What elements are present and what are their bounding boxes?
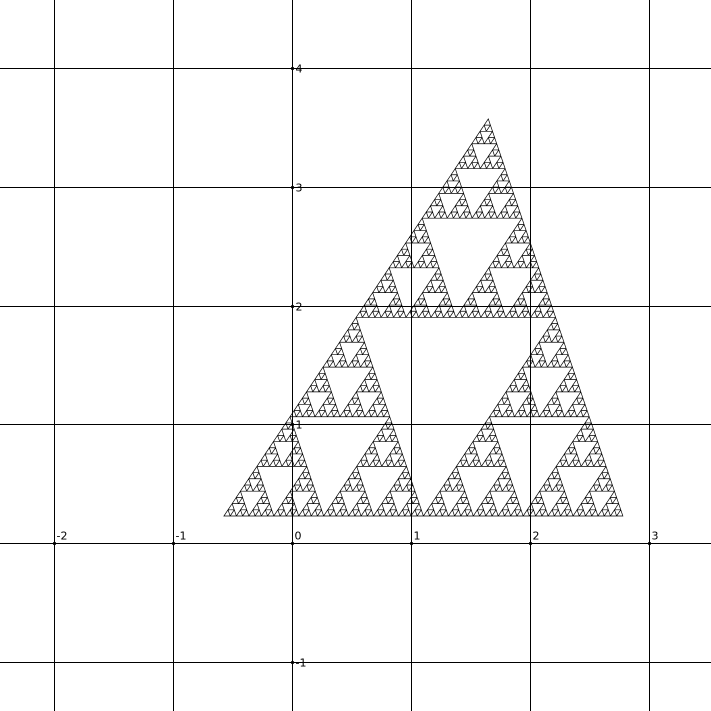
x-tick-label: 0 [295,530,302,543]
x-tick-label: 3 [652,530,659,543]
y-tick-label: 2 [296,301,303,314]
x-tick-mark [647,541,652,546]
x-tick-label: -1 [176,530,187,543]
x-tick-mark [528,541,533,546]
y-tick-mark [290,660,295,665]
y-tick-label: 1 [296,419,303,432]
y-tick-label: 3 [296,182,303,195]
x-tick-label: 2 [533,530,540,543]
y-tick-mark [290,304,295,309]
x-tick-label: -2 [57,530,68,543]
fractal-triangles [223,118,624,517]
sierpinski-triangle [223,118,624,517]
x-tick-mark [409,541,414,546]
y-tick-mark [290,185,295,190]
x-tick-label: 1 [414,530,421,543]
x-tick-mark [52,541,57,546]
axis-ticks: -2 -1 0 1 2 3 4 3 2 1 -1 [52,63,659,670]
x-tick-mark [171,541,176,546]
y-tick-mark [290,66,295,71]
y-tick-mark [290,422,295,427]
x-tick-mark [290,541,295,546]
y-tick-label: 4 [296,63,303,76]
y-tick-label: -1 [296,657,307,670]
